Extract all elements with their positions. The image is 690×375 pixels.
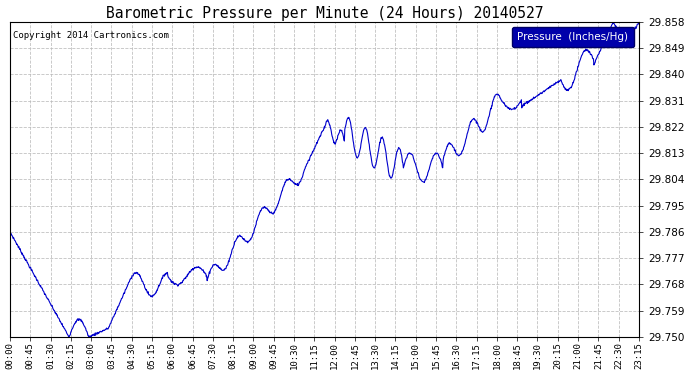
Legend: Pressure  (Inches/Hg): Pressure (Inches/Hg) (512, 27, 633, 47)
Text: Copyright 2014 Cartronics.com: Copyright 2014 Cartronics.com (13, 31, 169, 40)
Title: Barometric Pressure per Minute (24 Hours) 20140527: Barometric Pressure per Minute (24 Hours… (106, 6, 543, 21)
